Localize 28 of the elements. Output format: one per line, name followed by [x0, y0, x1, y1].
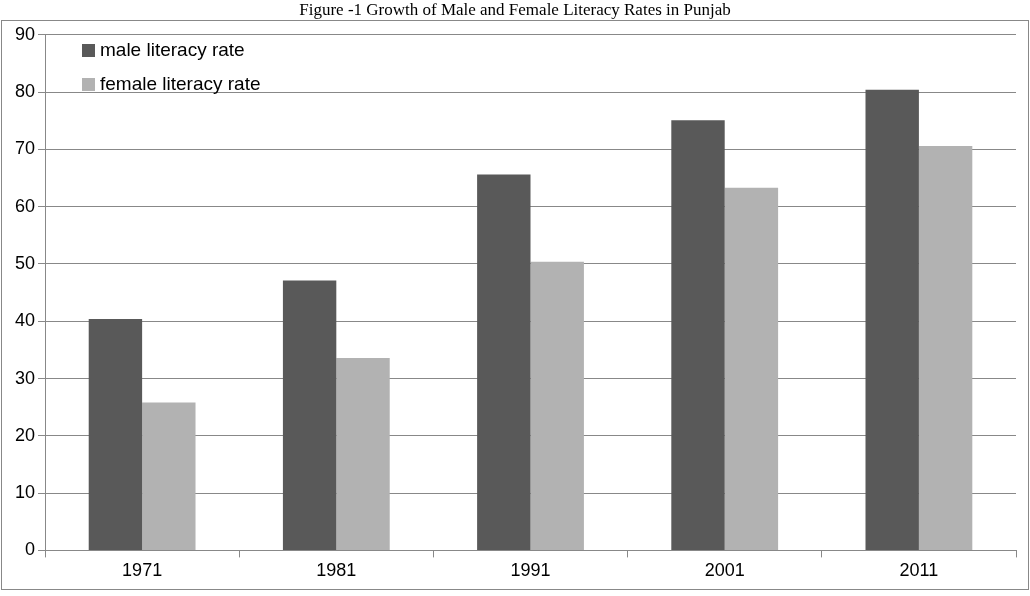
y-tick-label: 10	[14, 482, 36, 503]
y-tick-label: 70	[14, 138, 36, 159]
legend-label: female literacy rate	[100, 73, 261, 95]
bar	[865, 89, 919, 550]
y-tick-label: 60	[14, 195, 36, 216]
x-tick-label: 2011	[899, 560, 939, 581]
bar	[671, 120, 725, 550]
y-tick-label: 30	[14, 367, 36, 388]
chart-title: Figure -1 Growth of Male and Female Literacy Rates in Punjab	[298, 0, 732, 20]
bar	[918, 145, 973, 550]
bar	[282, 280, 337, 550]
x-tick-label: 1991	[510, 560, 551, 581]
bar	[142, 402, 196, 550]
x-tick-label: 1981	[316, 560, 357, 581]
y-tick-label: 50	[14, 252, 36, 273]
y-tick-label: 80	[14, 81, 36, 102]
x-tick-label: 1971	[122, 560, 163, 581]
legend-label: male literacy rate	[100, 39, 245, 61]
bar	[724, 187, 779, 550]
bar	[477, 174, 531, 550]
bar	[88, 318, 143, 550]
bar	[530, 261, 584, 550]
y-tick-label: 0	[25, 539, 36, 560]
y-tick-label: 20	[14, 424, 36, 445]
x-tick-label: 2001	[704, 560, 745, 581]
y-tick-label: 90	[14, 23, 36, 44]
bar	[336, 357, 390, 550]
y-tick-label: 40	[14, 310, 36, 331]
